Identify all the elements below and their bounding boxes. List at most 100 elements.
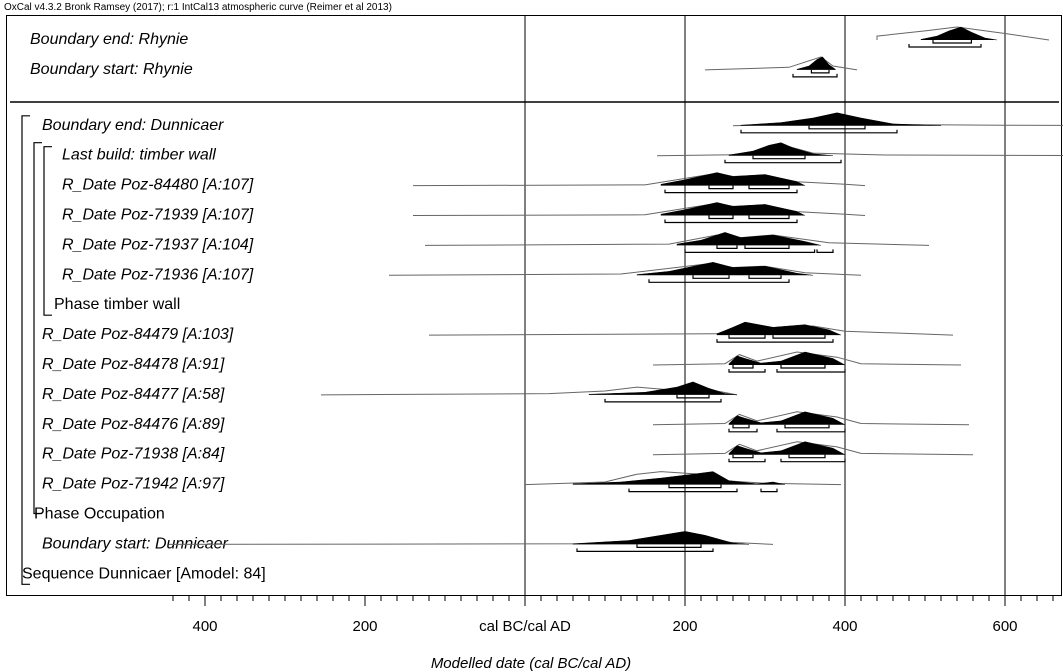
- group-brackets: [21, 115, 52, 585]
- row: Phase timber wall: [54, 296, 180, 313]
- row-label: R_Date Poz-71942 [A:97]: [42, 476, 225, 493]
- hpd-95-range: [648, 279, 790, 283]
- hpd-95-range: [792, 73, 838, 78]
- posterior-distribution: [728, 411, 846, 426]
- hpd-95-range: [628, 488, 738, 493]
- hpd-68-range: [808, 125, 866, 130]
- row-label: R_Date Poz-84478 [A:91]: [42, 356, 225, 373]
- prior-distribution: [876, 26, 1050, 41]
- row-label: R_Date Poz-84479 [A:103]: [42, 326, 234, 343]
- x-tick-label: 400: [832, 618, 857, 635]
- hpd-95-range: [908, 44, 982, 48]
- hpd-95-range: [776, 428, 846, 433]
- row: Boundary end: Dunnicaer: [42, 112, 1063, 134]
- row: R_Date Poz-71942 [A:97]: [42, 471, 842, 493]
- hpd-68-range: [708, 185, 734, 190]
- bracket: [21, 115, 30, 585]
- row-label: Sequence Dunnicaer [Amodel: 84]: [22, 565, 266, 582]
- hpd-95-range: [724, 159, 842, 164]
- hpd-95-range: [728, 369, 766, 373]
- hpd-68-range: [676, 394, 710, 399]
- row-label: Phase timber wall: [54, 296, 180, 313]
- row-label: R_Date Poz-84480 [A:107]: [62, 177, 254, 194]
- prior-distribution: [652, 351, 962, 366]
- row-label: R_Date Poz-71937 [A:104]: [62, 236, 254, 253]
- hpd-95-range: [760, 488, 778, 493]
- row-label: R_Date Poz-84477 [A:58]: [42, 386, 225, 403]
- hpd-68-range: [784, 424, 830, 429]
- hpd-95-range: [740, 129, 898, 134]
- x-tick-label: cal BC/cal AD: [479, 618, 571, 635]
- posterior-distribution: [740, 112, 942, 127]
- posterior-distribution: [796, 56, 836, 70]
- hpd-68-range: [636, 544, 702, 548]
- hpd-68-range: [708, 215, 734, 220]
- prior-distribution: [428, 324, 954, 336]
- row-label: Boundary start: Dunnicaer: [42, 535, 229, 552]
- posterior-distribution: [728, 441, 846, 455]
- hpd-95-range: [604, 398, 722, 403]
- bracket: [33, 142, 42, 515]
- posterior-distribution: [716, 321, 842, 336]
- hpd-95-range: [684, 249, 816, 253]
- row: R_Date Poz-84479 [A:103]: [42, 321, 954, 343]
- hpd-68-range: [728, 335, 766, 339]
- posterior-distribution: [572, 471, 786, 485]
- hpd-68-range: [692, 275, 730, 279]
- hpd-95-range: [664, 219, 798, 224]
- hpd-95-range: [716, 339, 834, 343]
- hpd-68-range: [932, 40, 972, 44]
- x-tick-label: 200: [352, 618, 377, 635]
- posterior-distribution: [920, 26, 998, 41]
- row: Phase Occupation: [34, 506, 165, 523]
- posterior-distribution: [660, 202, 806, 216]
- row-label: R_Date Poz-71939 [A:107]: [62, 207, 254, 224]
- hpd-68-range: [732, 424, 750, 429]
- hpd-68-range: [748, 185, 790, 190]
- hpd-95-range: [728, 458, 766, 463]
- hpd-95-range: [576, 548, 714, 552]
- hpd-68-range: [810, 69, 830, 74]
- row: Boundary start: Dunnicaer: [42, 531, 774, 552]
- prior-distribution: [656, 146, 1063, 157]
- hpd-68-range: [668, 484, 722, 489]
- prior-distribution: [524, 471, 842, 486]
- row: Boundary end: Rhynie: [30, 26, 1050, 48]
- plot-frame: [6, 15, 1062, 596]
- prior-distribution: [704, 56, 858, 71]
- hpd-68-range: [716, 245, 738, 249]
- prior-distribution: [424, 234, 930, 246]
- posterior-distribution: [728, 351, 846, 366]
- rows: Boundary end: Rhynie Boundary start: Rhyn…: [22, 26, 1063, 582]
- row: Boundary start: Rhynie: [30, 56, 858, 78]
- hpd-68-range: [744, 245, 790, 249]
- row: R_Date Poz-84476 [A:89]: [42, 411, 970, 433]
- row: Sequence Dunnicaer [Amodel: 84]: [22, 565, 266, 582]
- hpd-68-range: [748, 275, 782, 279]
- row-label: Boundary end: Dunnicaer: [42, 117, 224, 134]
- row-label: Phase Occupation: [34, 506, 165, 523]
- prior-distribution: [652, 441, 974, 456]
- hpd-95-range: [816, 249, 834, 253]
- chart-header: OxCal v4.3.2 Bronk Ramsey (2017); r:1 In…: [4, 2, 392, 13]
- bracket: [43, 146, 52, 316]
- hpd-95-range: [664, 189, 798, 194]
- hpd-68-range: [752, 155, 806, 160]
- row: R_Date Poz-71937 [A:104]: [62, 232, 930, 253]
- row-label: Boundary start: Rhynie: [30, 61, 193, 78]
- posterior-distribution: [572, 531, 750, 545]
- row: R_Date Poz-84478 [A:91]: [42, 351, 962, 373]
- posterior-distribution: [636, 262, 814, 276]
- hpd-68-range: [772, 335, 826, 339]
- row: R_Date Poz-71939 [A:107]: [62, 202, 866, 224]
- hpd-68-range: [732, 365, 754, 369]
- hpd-95-range: [728, 428, 758, 433]
- posterior-distribution: [676, 232, 822, 246]
- prior-distribution: [652, 411, 970, 426]
- row-label: R_Date Poz-71938 [A:84]: [42, 446, 225, 463]
- row-label: Last build: timber wall: [62, 147, 216, 164]
- row: R_Date Poz-71938 [A:84]: [42, 441, 974, 463]
